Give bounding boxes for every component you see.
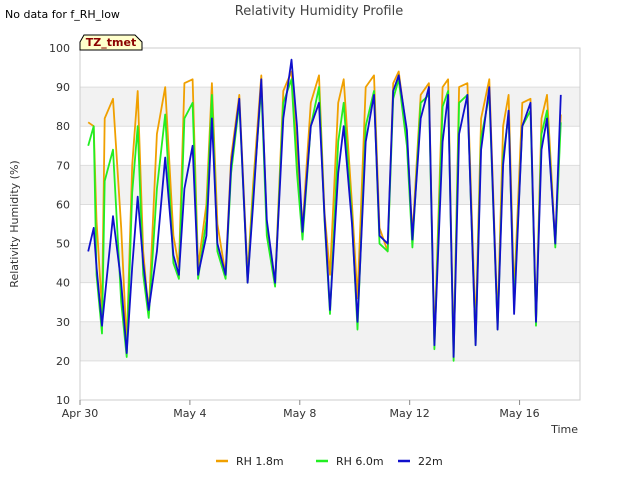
site-tag: TZ_tmet — [79, 34, 143, 51]
x-tick-label: Apr 30 — [62, 407, 99, 420]
legend-label: RH 1.8m — [236, 455, 284, 468]
y-tick-label: 50 — [56, 238, 70, 251]
y-tick-label: 80 — [56, 120, 70, 133]
no-data-note: No data for f_RH_low — [5, 8, 120, 21]
x-tick-label: May 12 — [390, 407, 430, 420]
site-tag-label: TZ_tmet — [86, 36, 136, 49]
y-tick-label: 90 — [56, 81, 70, 94]
plot-band — [80, 48, 580, 88]
x-tick-label: May 8 — [283, 407, 316, 420]
y-tick-label: 70 — [56, 159, 70, 172]
legend: RH 1.8m RH 6.0m 22m — [216, 455, 443, 468]
y-axis-label: Relativity Humidity (%) — [8, 160, 21, 287]
legend-label: 22m — [418, 455, 443, 468]
y-tick-label: 30 — [56, 316, 70, 329]
plot-band — [80, 204, 580, 244]
y-tick-label: 100 — [49, 42, 70, 55]
series-line-22m — [87, 58, 562, 358]
y-tick-label: 20 — [56, 355, 70, 368]
y-axis-ticks: 10 20 30 40 50 60 70 80 90 100 — [49, 42, 70, 407]
x-tick-label: May 16 — [499, 407, 539, 420]
plot-band — [80, 321, 580, 361]
legend-label: RH 6.0m — [336, 455, 384, 468]
series-lines — [87, 58, 562, 362]
plot-band — [80, 360, 580, 400]
y-tick-label: 10 — [56, 394, 70, 407]
plot-frame — [79, 47, 581, 401]
y-tick-label: 60 — [56, 198, 70, 211]
y-tick-label: 40 — [56, 277, 70, 290]
x-axis-label: Time — [550, 423, 578, 436]
site-tag-box — [79, 34, 143, 51]
x-tick-label: May 4 — [173, 407, 206, 420]
x-axis-ticks: Apr 30 May 4 May 8 May 12 May 16 — [62, 400, 540, 420]
chart-title: Relativity Humidity Profile — [235, 4, 403, 19]
